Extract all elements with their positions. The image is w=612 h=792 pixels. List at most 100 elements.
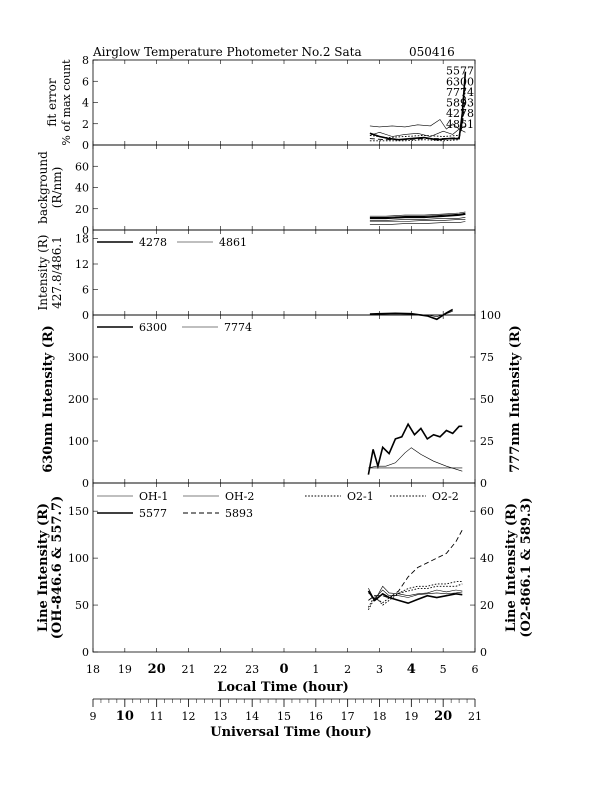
y2-tick-label: 75 (480, 351, 494, 364)
ut-tick: 19 (404, 710, 418, 723)
legend-label-6300: 6300 (139, 321, 167, 334)
series-background-a (369, 213, 466, 220)
y2-axis-label2-line-intensity: (O2-866.1 & 589.3) (519, 497, 534, 637)
ut-tick: 16 (309, 710, 323, 723)
panel-frame-630-777 (92, 314, 476, 484)
series-630-777-7774 (368, 447, 463, 472)
series-background-d (369, 219, 466, 222)
local-time-tick: 20 (148, 662, 166, 677)
ut-tick: 14 (245, 710, 259, 723)
series-fit-error-7774 (369, 87, 466, 139)
fit-error-label-4861: 4861 (446, 118, 474, 131)
y-axis-label-630-777: 630nm Intensity (R) (41, 325, 56, 473)
data-series (97, 71, 467, 611)
y-axis-label-fit-error: fit error (45, 78, 59, 126)
y-axis-label2-fit-error: % of max count (60, 59, 73, 146)
y-tick-label: 150 (68, 505, 89, 518)
y-tick-label: 0 (82, 477, 89, 490)
local-time-tick: 23 (245, 663, 259, 676)
y2-tick-label: 40 (480, 552, 494, 565)
y-tick-label: 0 (82, 309, 89, 322)
legend-label-4861: 4861 (219, 236, 247, 249)
fit-error-label-7774: 7774 (446, 86, 474, 99)
series-background-c (369, 217, 466, 221)
series-line-intensity-5577 (367, 590, 463, 605)
y-tick-label: 300 (68, 351, 89, 364)
y-axis-label2-background: (R/nm) (50, 167, 64, 209)
fit-error-label-5577: 5577 (446, 65, 474, 78)
y2-tick-label: 20 (480, 599, 494, 612)
ut-tick: 15 (277, 710, 291, 723)
y-axis-label2-blue-intensity: 427.8/486.1 (50, 236, 64, 309)
series-fit-error-4278 (369, 119, 466, 130)
legend-label-O2-1: O2-1 (347, 490, 374, 503)
y-tick-label: 200 (68, 393, 89, 406)
series-background-b (369, 211, 466, 217)
legend-label-5577: 5577 (139, 507, 167, 520)
y-tick-label: 6 (82, 75, 89, 88)
y-tick-label: 20 (75, 203, 89, 216)
series-630-777-6300 (367, 422, 463, 475)
fit-error-label-5893: 5893 (446, 97, 474, 110)
series-line-intensity-O2-2 (368, 583, 463, 611)
y-tick-label: 40 (75, 182, 89, 195)
universal-time-axis-label: Universal Time (hour) (210, 725, 372, 740)
local-time-tick: 5 (440, 663, 447, 676)
local-time-tick: 1 (312, 663, 319, 676)
ut-tick: 13 (213, 710, 227, 723)
y-tick-label: 0 (82, 224, 89, 237)
local-time-tick: 0 (279, 662, 288, 677)
y-tick-label: 2 (82, 118, 89, 131)
ut-tick: 9 (90, 710, 97, 723)
local-time-tick: 22 (213, 663, 227, 676)
axis-ticks (92, 59, 476, 707)
y2-tick-label: 0 (480, 646, 487, 659)
y-tick-label: 8 (82, 54, 89, 67)
ut-tick: 20 (434, 709, 452, 724)
fit-error-label-4278: 4278 (446, 107, 474, 120)
y-tick-label: 0 (82, 646, 89, 659)
local-time-tick: 3 (376, 663, 383, 676)
y2-axis-label-line-intensity: Line Intensity (R) (504, 503, 519, 632)
series-background-f (369, 221, 466, 225)
y-tick-label: 100 (68, 435, 89, 448)
y2-tick-label: 0 (480, 477, 487, 490)
local-time-tick: 18 (86, 663, 100, 676)
y-tick-label: 12 (75, 258, 89, 271)
local-time-tick: 4 (407, 662, 416, 677)
series-line-intensity-5893 (368, 529, 463, 601)
series-line-intensity-OH-1 (368, 585, 463, 602)
y-axis-label-blue-intensity: Intensity (R) (36, 235, 50, 311)
chart-title: Airglow Temperature Photometer No.2 Sata (92, 45, 362, 59)
y2-tick-label: 50 (480, 393, 494, 406)
series-blue-intensity-4861 (369, 310, 453, 318)
ut-tick: 21 (468, 710, 482, 723)
y-tick-label: 18 (75, 233, 89, 246)
figure-text: Airglow Temperature Photometer No.2 Sata… (36, 45, 534, 740)
local-time-axis-label: Local Time (hour) (217, 680, 349, 695)
ut-tick: 18 (373, 710, 387, 723)
y-tick-label: 100 (68, 552, 89, 565)
y2-axis-label-630-777: 777nm Intensity (R) (508, 325, 523, 473)
y-tick-label: 60 (75, 160, 89, 173)
y2-tick-label: 60 (480, 505, 494, 518)
series-line-intensity-O2-1 (368, 581, 463, 608)
legend-label-7774: 7774 (224, 321, 252, 334)
legend-label-5893: 5893 (225, 507, 253, 520)
y-axis-label2-line-intensity: (OH-846.6 & 557.7) (50, 496, 65, 640)
y-axis-label-line-intensity: Line Intensity (R) (36, 503, 51, 632)
panel-frame-fit-error (92, 59, 476, 146)
local-time-tick: 19 (118, 663, 132, 676)
y-tick-label: 50 (75, 599, 89, 612)
y-axis-label-background: background (36, 151, 50, 224)
ut-tick: 10 (116, 709, 134, 724)
ut-tick: 12 (182, 710, 196, 723)
local-time-tick: 21 (182, 663, 196, 676)
legend-label-4278: 4278 (139, 236, 167, 249)
y-tick-label: 0 (82, 139, 89, 152)
local-time-tick: 6 (472, 663, 479, 676)
fit-error-label-6300: 6300 (446, 75, 474, 88)
legend-label-OH-2: OH-2 (225, 490, 254, 503)
ut-tick: 11 (150, 710, 164, 723)
